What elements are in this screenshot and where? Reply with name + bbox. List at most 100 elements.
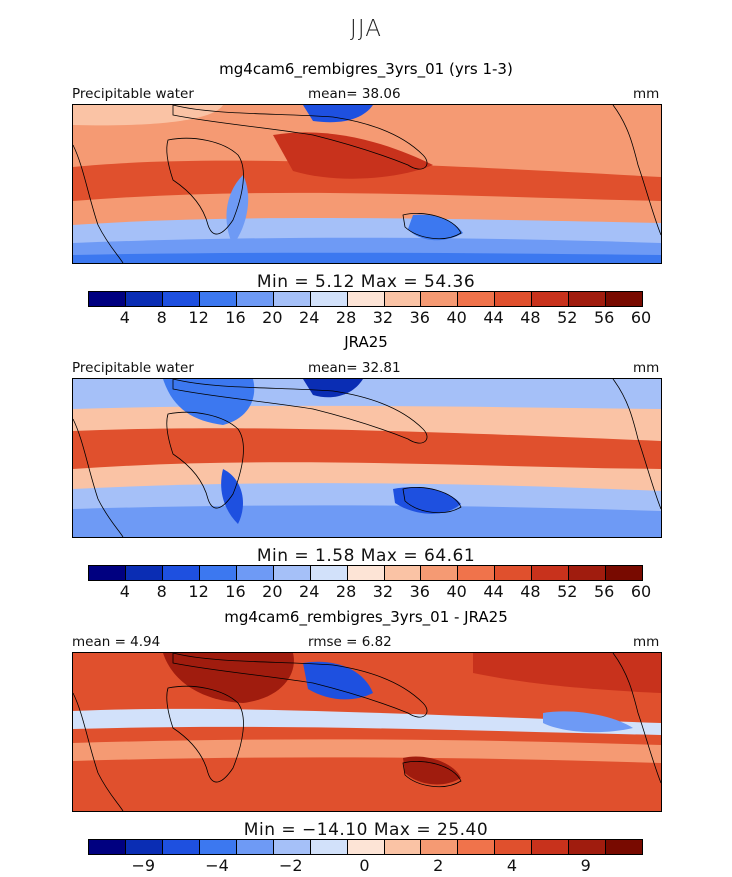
season-title: JJA bbox=[350, 16, 382, 42]
colorbar-tick-label: 12 bbox=[188, 582, 209, 601]
colorbar-segment bbox=[458, 840, 496, 854]
colorbar-tick-label: 0 bbox=[359, 856, 370, 875]
panel-3-units: mm bbox=[633, 634, 660, 650]
colorbar-tick-label: 56 bbox=[593, 308, 615, 327]
colorbar-tick-label: 40 bbox=[446, 582, 467, 601]
colorbar-segment bbox=[89, 566, 126, 580]
colorbar-segment bbox=[310, 566, 348, 580]
panel-3-coastlines bbox=[73, 653, 661, 811]
colorbar-segment bbox=[495, 292, 533, 306]
colorbar-tick-label: 4 bbox=[119, 308, 130, 327]
colorbar-tick-label: 36 bbox=[409, 582, 430, 601]
colorbar-tick-label: 60 bbox=[630, 308, 652, 327]
colorbar-segment bbox=[199, 566, 237, 580]
colorbar-tick-label: 40 bbox=[446, 308, 467, 327]
colorbar-tick-label: 9 bbox=[580, 856, 591, 875]
panel-2-coastlines bbox=[73, 379, 661, 537]
colorbar-segment bbox=[458, 292, 496, 306]
colorbar-segment bbox=[89, 292, 126, 306]
colorbar-tick-label: 60 bbox=[630, 582, 652, 601]
colorbar-segment bbox=[532, 840, 570, 854]
colorbar-tick-label: 20 bbox=[262, 308, 283, 327]
panel-1-mean-label: mean= 38.06 bbox=[308, 86, 401, 102]
colorbar-tick-label: 44 bbox=[483, 308, 504, 327]
colorbar-tick-label: 48 bbox=[520, 308, 541, 327]
colorbar-tick-label: 24 bbox=[299, 582, 320, 601]
panel-2-units: mm bbox=[633, 360, 660, 376]
colorbar-tick-label: 56 bbox=[593, 582, 615, 601]
colorbar-segment bbox=[421, 566, 459, 580]
colorbar-tick-label: 36 bbox=[409, 308, 430, 327]
colorbar-tick-label: 24 bbox=[299, 308, 320, 327]
colorbar-tick-label: 4 bbox=[506, 856, 518, 875]
colorbar-segment bbox=[125, 566, 163, 580]
colorbar-segment bbox=[495, 840, 533, 854]
colorbar-tick-label: 8 bbox=[156, 308, 167, 327]
colorbar-tick-label: 12 bbox=[188, 308, 209, 327]
colorbar-segment bbox=[458, 566, 496, 580]
colorbar-segment bbox=[569, 292, 607, 306]
colorbar-tick-label: 2 bbox=[433, 856, 444, 875]
colorbar-segment bbox=[162, 840, 200, 854]
panel-1-map-plot bbox=[73, 105, 661, 263]
colorbar-segment bbox=[310, 840, 348, 854]
colorbar-segment bbox=[310, 292, 348, 306]
panel-3-colorbar bbox=[88, 839, 643, 855]
colorbar-segment bbox=[606, 292, 643, 306]
colorbar-segment bbox=[495, 566, 533, 580]
colorbar-tick-label: 16 bbox=[225, 582, 246, 601]
colorbar-segment bbox=[125, 840, 163, 854]
panel-3-minmax: Min = −14.10 Max = 25.40 bbox=[243, 820, 489, 840]
panel-2-colorbar-ticks: 4 8 12 16 20 24 28 32 36 40 44 48 52 56 60 bbox=[88, 582, 651, 601]
colorbar-segment bbox=[569, 566, 607, 580]
colorbar-segment bbox=[162, 292, 200, 306]
colorbar-segment bbox=[421, 292, 459, 306]
colorbar-tick-label: 32 bbox=[372, 582, 394, 601]
colorbar-segment bbox=[236, 566, 274, 580]
colorbar-tick-label: 52 bbox=[557, 582, 578, 601]
panel-2-colorbar bbox=[88, 565, 643, 581]
colorbar-segment bbox=[125, 292, 163, 306]
colorbar-tick-label: 16 bbox=[225, 308, 246, 327]
panel-2-minmax: Min = 1.58 Max = 64.61 bbox=[256, 546, 476, 566]
colorbar-segment bbox=[384, 840, 422, 854]
panel-2-mean-label: mean= 32.81 bbox=[308, 360, 401, 376]
panel-3-mean-label: mean = 4.94 bbox=[72, 634, 161, 650]
colorbar-segment bbox=[347, 840, 385, 854]
colorbar-segment bbox=[236, 292, 274, 306]
colorbar-tick-label: 52 bbox=[557, 308, 578, 327]
colorbar-tick-label: 8 bbox=[156, 582, 167, 601]
colorbar-segment bbox=[569, 840, 607, 854]
panel-2-variable-label: Precipitable water bbox=[72, 360, 194, 376]
colorbar-segment bbox=[421, 840, 459, 854]
colorbar-segment bbox=[347, 292, 385, 306]
colorbar-segment bbox=[273, 292, 311, 306]
panel-1-colorbar-ticks: 4 8 12 16 20 24 28 32 36 40 44 48 52 56 60 bbox=[88, 308, 651, 327]
colorbar-segment bbox=[384, 292, 422, 306]
colorbar-segment bbox=[532, 566, 570, 580]
panel-2-title: JRA25 bbox=[344, 333, 388, 351]
colorbar-segment bbox=[532, 292, 570, 306]
colorbar-tick-label: 4 bbox=[119, 582, 130, 601]
panel-1-title: mg4cam6_rembigres_3yrs_01 (yrs 1-3) bbox=[219, 60, 513, 78]
colorbar-tick-label: 48 bbox=[520, 582, 541, 601]
panel-1-minmax: Min = 5.12 Max = 54.36 bbox=[256, 272, 476, 292]
colorbar-segment bbox=[89, 840, 126, 854]
panel-3-map bbox=[72, 652, 662, 812]
colorbar-tick-label: −4 bbox=[205, 856, 229, 875]
colorbar-tick-label: −9 bbox=[131, 856, 156, 875]
colorbar-segment bbox=[162, 566, 200, 580]
colorbar-segment bbox=[273, 566, 311, 580]
colorbar-segment bbox=[236, 840, 274, 854]
colorbar-segment bbox=[273, 840, 311, 854]
colorbar-tick-label: 32 bbox=[372, 308, 394, 327]
colorbar-segment bbox=[606, 840, 643, 854]
panel-1-map bbox=[72, 104, 662, 264]
panel-1-colorbar bbox=[88, 291, 643, 307]
panel-1-coastlines bbox=[73, 105, 661, 263]
panel-3-rmse-label: rmse = 6.82 bbox=[308, 634, 392, 650]
colorbar-tick-label: 28 bbox=[335, 308, 357, 327]
panel-3-map-plot bbox=[73, 653, 661, 811]
colorbar-tick-label: 28 bbox=[335, 582, 357, 601]
panel-3-colorbar-ticks: −9 −4 −2 0 2 4 9 bbox=[88, 856, 641, 875]
